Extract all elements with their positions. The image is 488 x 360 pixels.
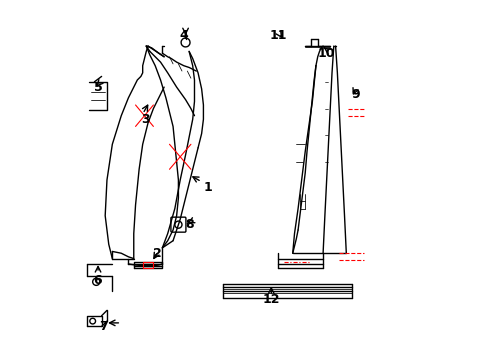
Text: 12: 12 (262, 293, 280, 306)
Text: 7: 7 (99, 320, 107, 333)
Text: 8: 8 (184, 218, 193, 231)
Text: 2: 2 (152, 247, 161, 260)
Text: 10: 10 (317, 47, 335, 60)
Text: 5: 5 (94, 81, 102, 94)
Text: 6: 6 (94, 274, 102, 287)
Text: 1: 1 (203, 181, 212, 194)
Text: 11: 11 (269, 29, 286, 42)
Text: 4: 4 (179, 29, 188, 42)
Text: 3: 3 (141, 113, 149, 126)
Text: 9: 9 (350, 88, 359, 101)
